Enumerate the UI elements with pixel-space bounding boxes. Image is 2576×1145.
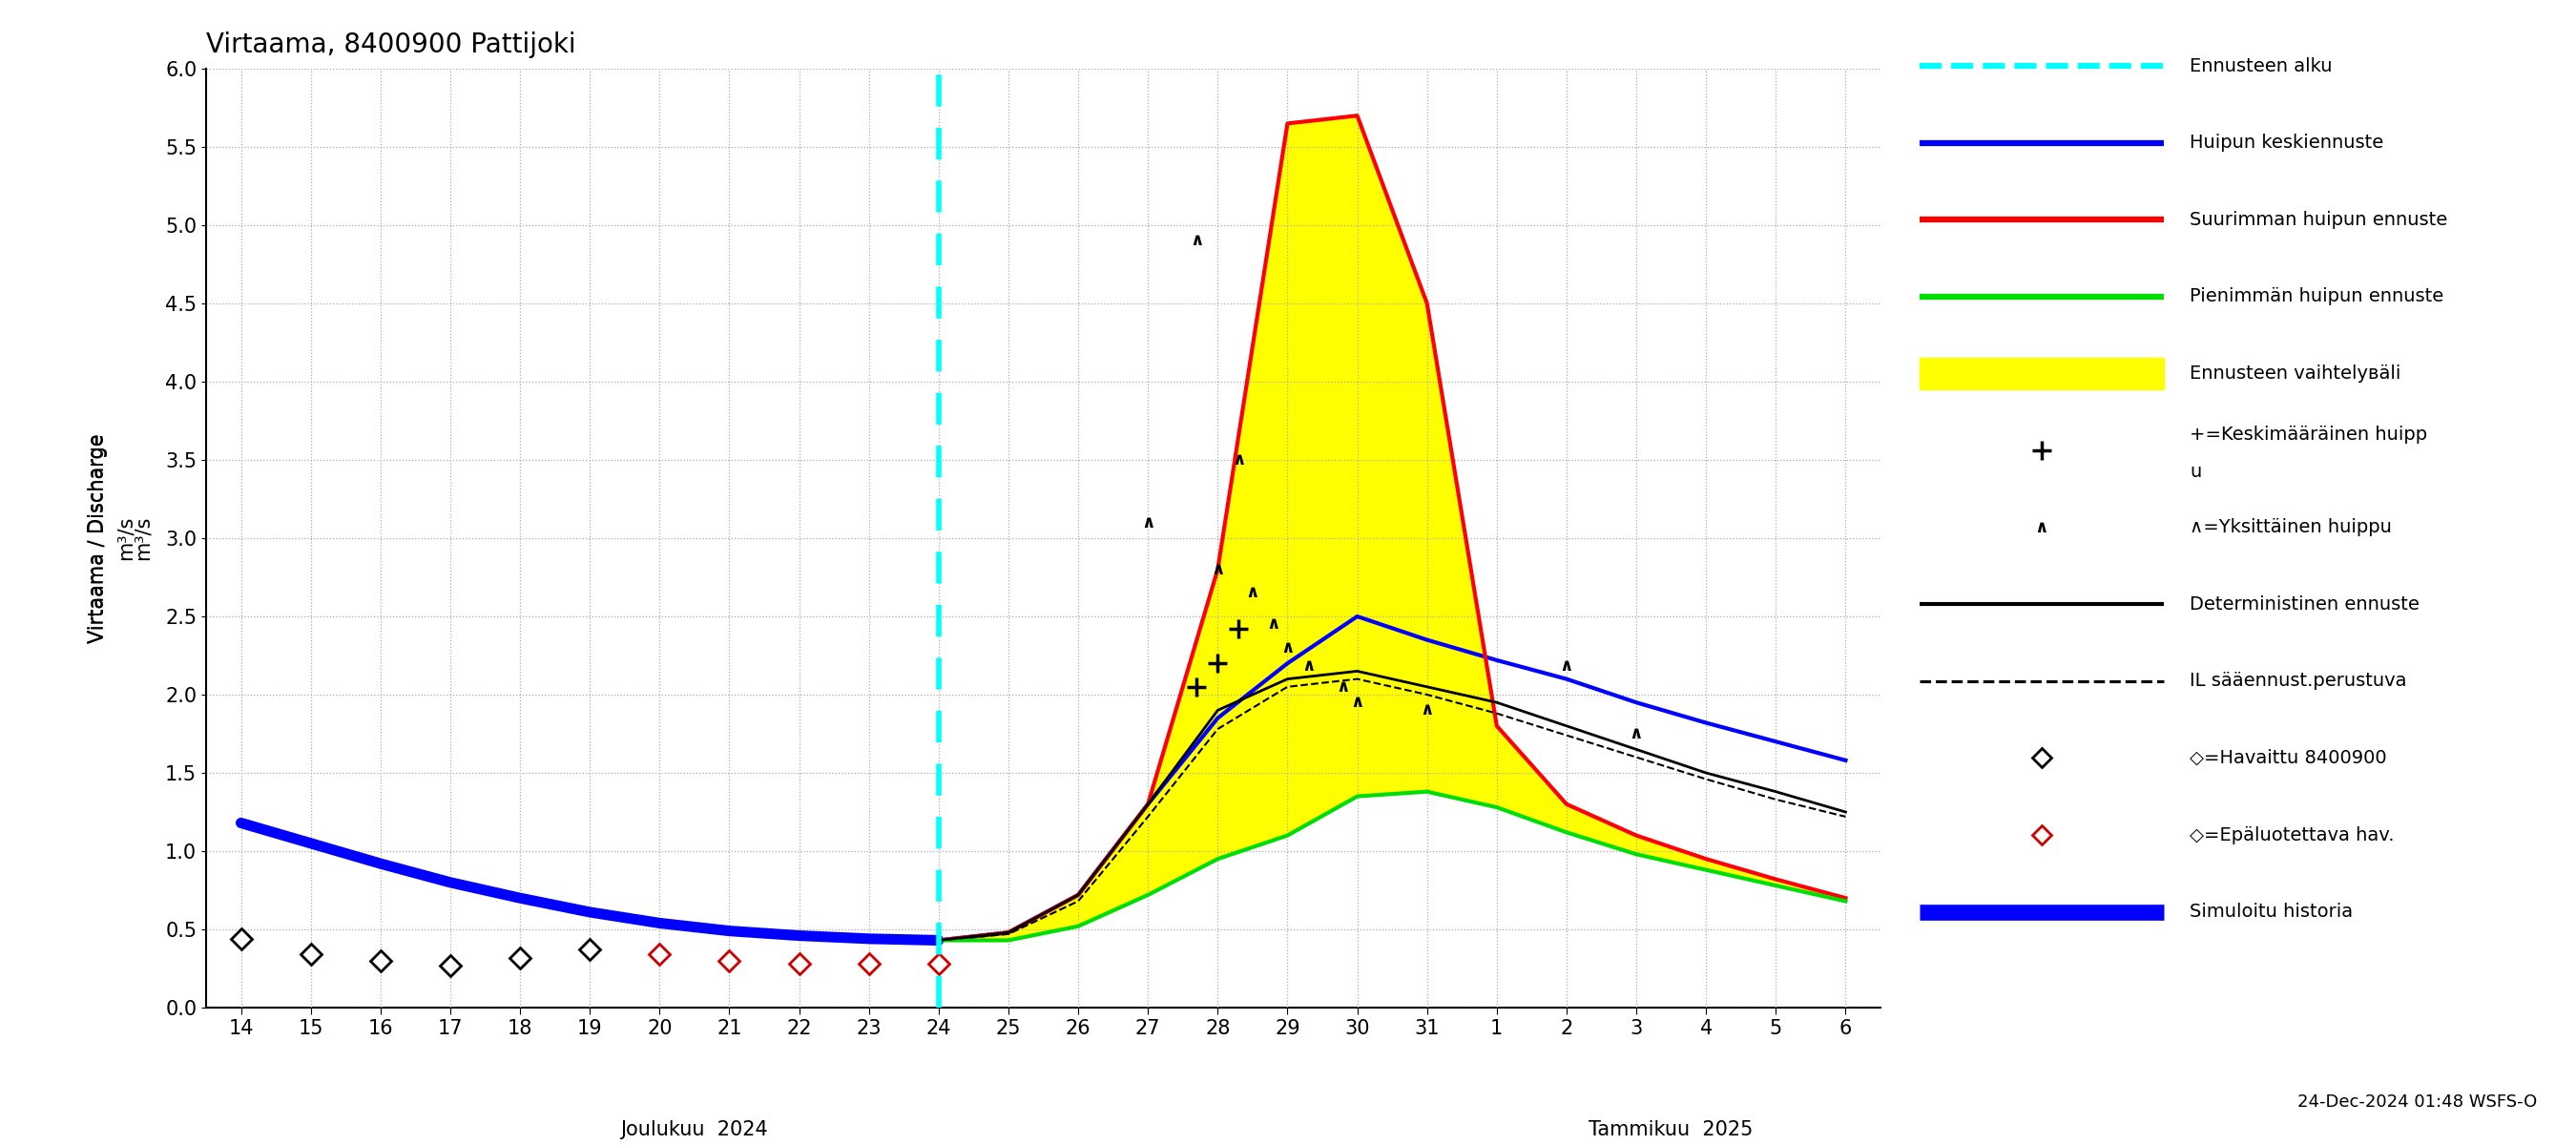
Text: ∧: ∧ (1337, 678, 1350, 695)
Text: ∧=Yksittäinen huippu: ∧=Yksittäinen huippu (2190, 519, 2391, 536)
Text: ∧: ∧ (1211, 561, 1224, 578)
Text: Deterministinen ennuste: Deterministinen ennuste (2190, 595, 2419, 614)
Text: u: u (2190, 463, 2202, 481)
Text: ∧: ∧ (1141, 514, 1154, 531)
Text: ∧: ∧ (1267, 616, 1280, 633)
Text: 24-Dec-2024 01:48 WSFS-O: 24-Dec-2024 01:48 WSFS-O (2298, 1093, 2537, 1111)
Text: Huipun keskiennuste: Huipun keskiennuste (2190, 134, 2383, 152)
Bar (1919, 357, 2164, 389)
Y-axis label: Virtaama / Discharge

m³/s: Virtaama / Discharge m³/s (88, 433, 152, 643)
Text: ∧: ∧ (2035, 519, 2048, 536)
Text: ◇=Havaittu 8400900: ◇=Havaittu 8400900 (2190, 749, 2388, 767)
Text: IL sääennust.perustuva: IL sääennust.perustuva (2190, 672, 2406, 690)
Text: Suurimman huipun ennuste: Suurimman huipun ennuste (2190, 211, 2447, 229)
Text: ∧: ∧ (1628, 725, 1643, 742)
Text: ∧: ∧ (1558, 658, 1574, 676)
Text: Joulukuu  2024: Joulukuu 2024 (621, 1120, 768, 1139)
Text: Simuloitu historia: Simuloitu historia (2190, 902, 2352, 921)
Text: ∧: ∧ (1231, 451, 1247, 468)
Text: +=Keskimääräinen huipp: +=Keskimääräinen huipp (2190, 426, 2427, 444)
Text: ∧: ∧ (1301, 658, 1316, 676)
Text: ∧: ∧ (1247, 584, 1260, 601)
Text: ◇=Epäluotettava hav.: ◇=Epäluotettava hav. (2190, 826, 2393, 844)
Text: ∧: ∧ (1190, 232, 1203, 250)
Text: Virtaama / Discharge: Virtaama / Discharge (88, 433, 106, 643)
Text: Ennusteen vaihtelувäli: Ennusteen vaihtelувäli (2190, 364, 2401, 382)
Text: Virtaama, 8400900 Pattijoki: Virtaama, 8400900 Pattijoki (206, 32, 577, 58)
Text: Ennusteen alku: Ennusteen alku (2190, 57, 2331, 76)
Text: m³/s: m³/s (116, 516, 137, 560)
Text: Pienimmän huipun ennuste: Pienimmän huipun ennuste (2190, 287, 2445, 306)
Text: Tammikuu  2025: Tammikuu 2025 (1589, 1120, 1754, 1139)
Text: ∧: ∧ (1350, 694, 1365, 711)
Text: ∧: ∧ (1419, 702, 1435, 719)
Text: ∧: ∧ (1280, 639, 1293, 656)
